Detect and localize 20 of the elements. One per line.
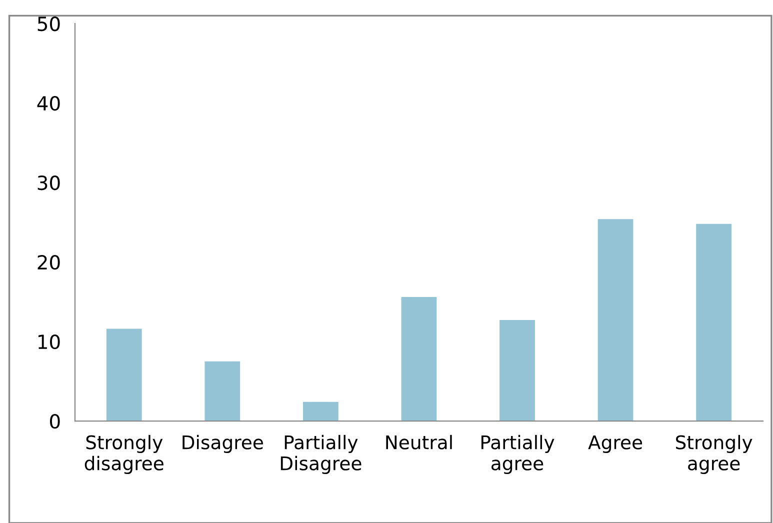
bar	[500, 320, 535, 422]
bar	[598, 219, 634, 422]
y-tick-label: 50	[38, 16, 60, 32]
y-tick-label: 10	[38, 334, 60, 350]
x-tick-label: Partially agree	[481, 434, 554, 474]
x-tick-label: Strongly agree	[676, 434, 752, 474]
x-tick-label: Partially Disagree	[280, 434, 362, 474]
bar	[106, 328, 142, 422]
bar	[204, 361, 240, 422]
bar	[696, 224, 732, 422]
y-tick-label: 30	[38, 175, 60, 190]
x-tick-label: Neutral	[386, 434, 452, 450]
y-tick-label: 0	[50, 414, 60, 429]
y-tick-label: 20	[38, 254, 60, 270]
x-tick-label: Disagree	[182, 434, 263, 454]
bar	[302, 402, 338, 422]
x-tick-label: Agree	[588, 435, 642, 454]
bar	[401, 297, 437, 422]
x-tick-label: Strongly disagree	[84, 434, 164, 474]
y-tick-label: 40	[37, 96, 60, 111]
